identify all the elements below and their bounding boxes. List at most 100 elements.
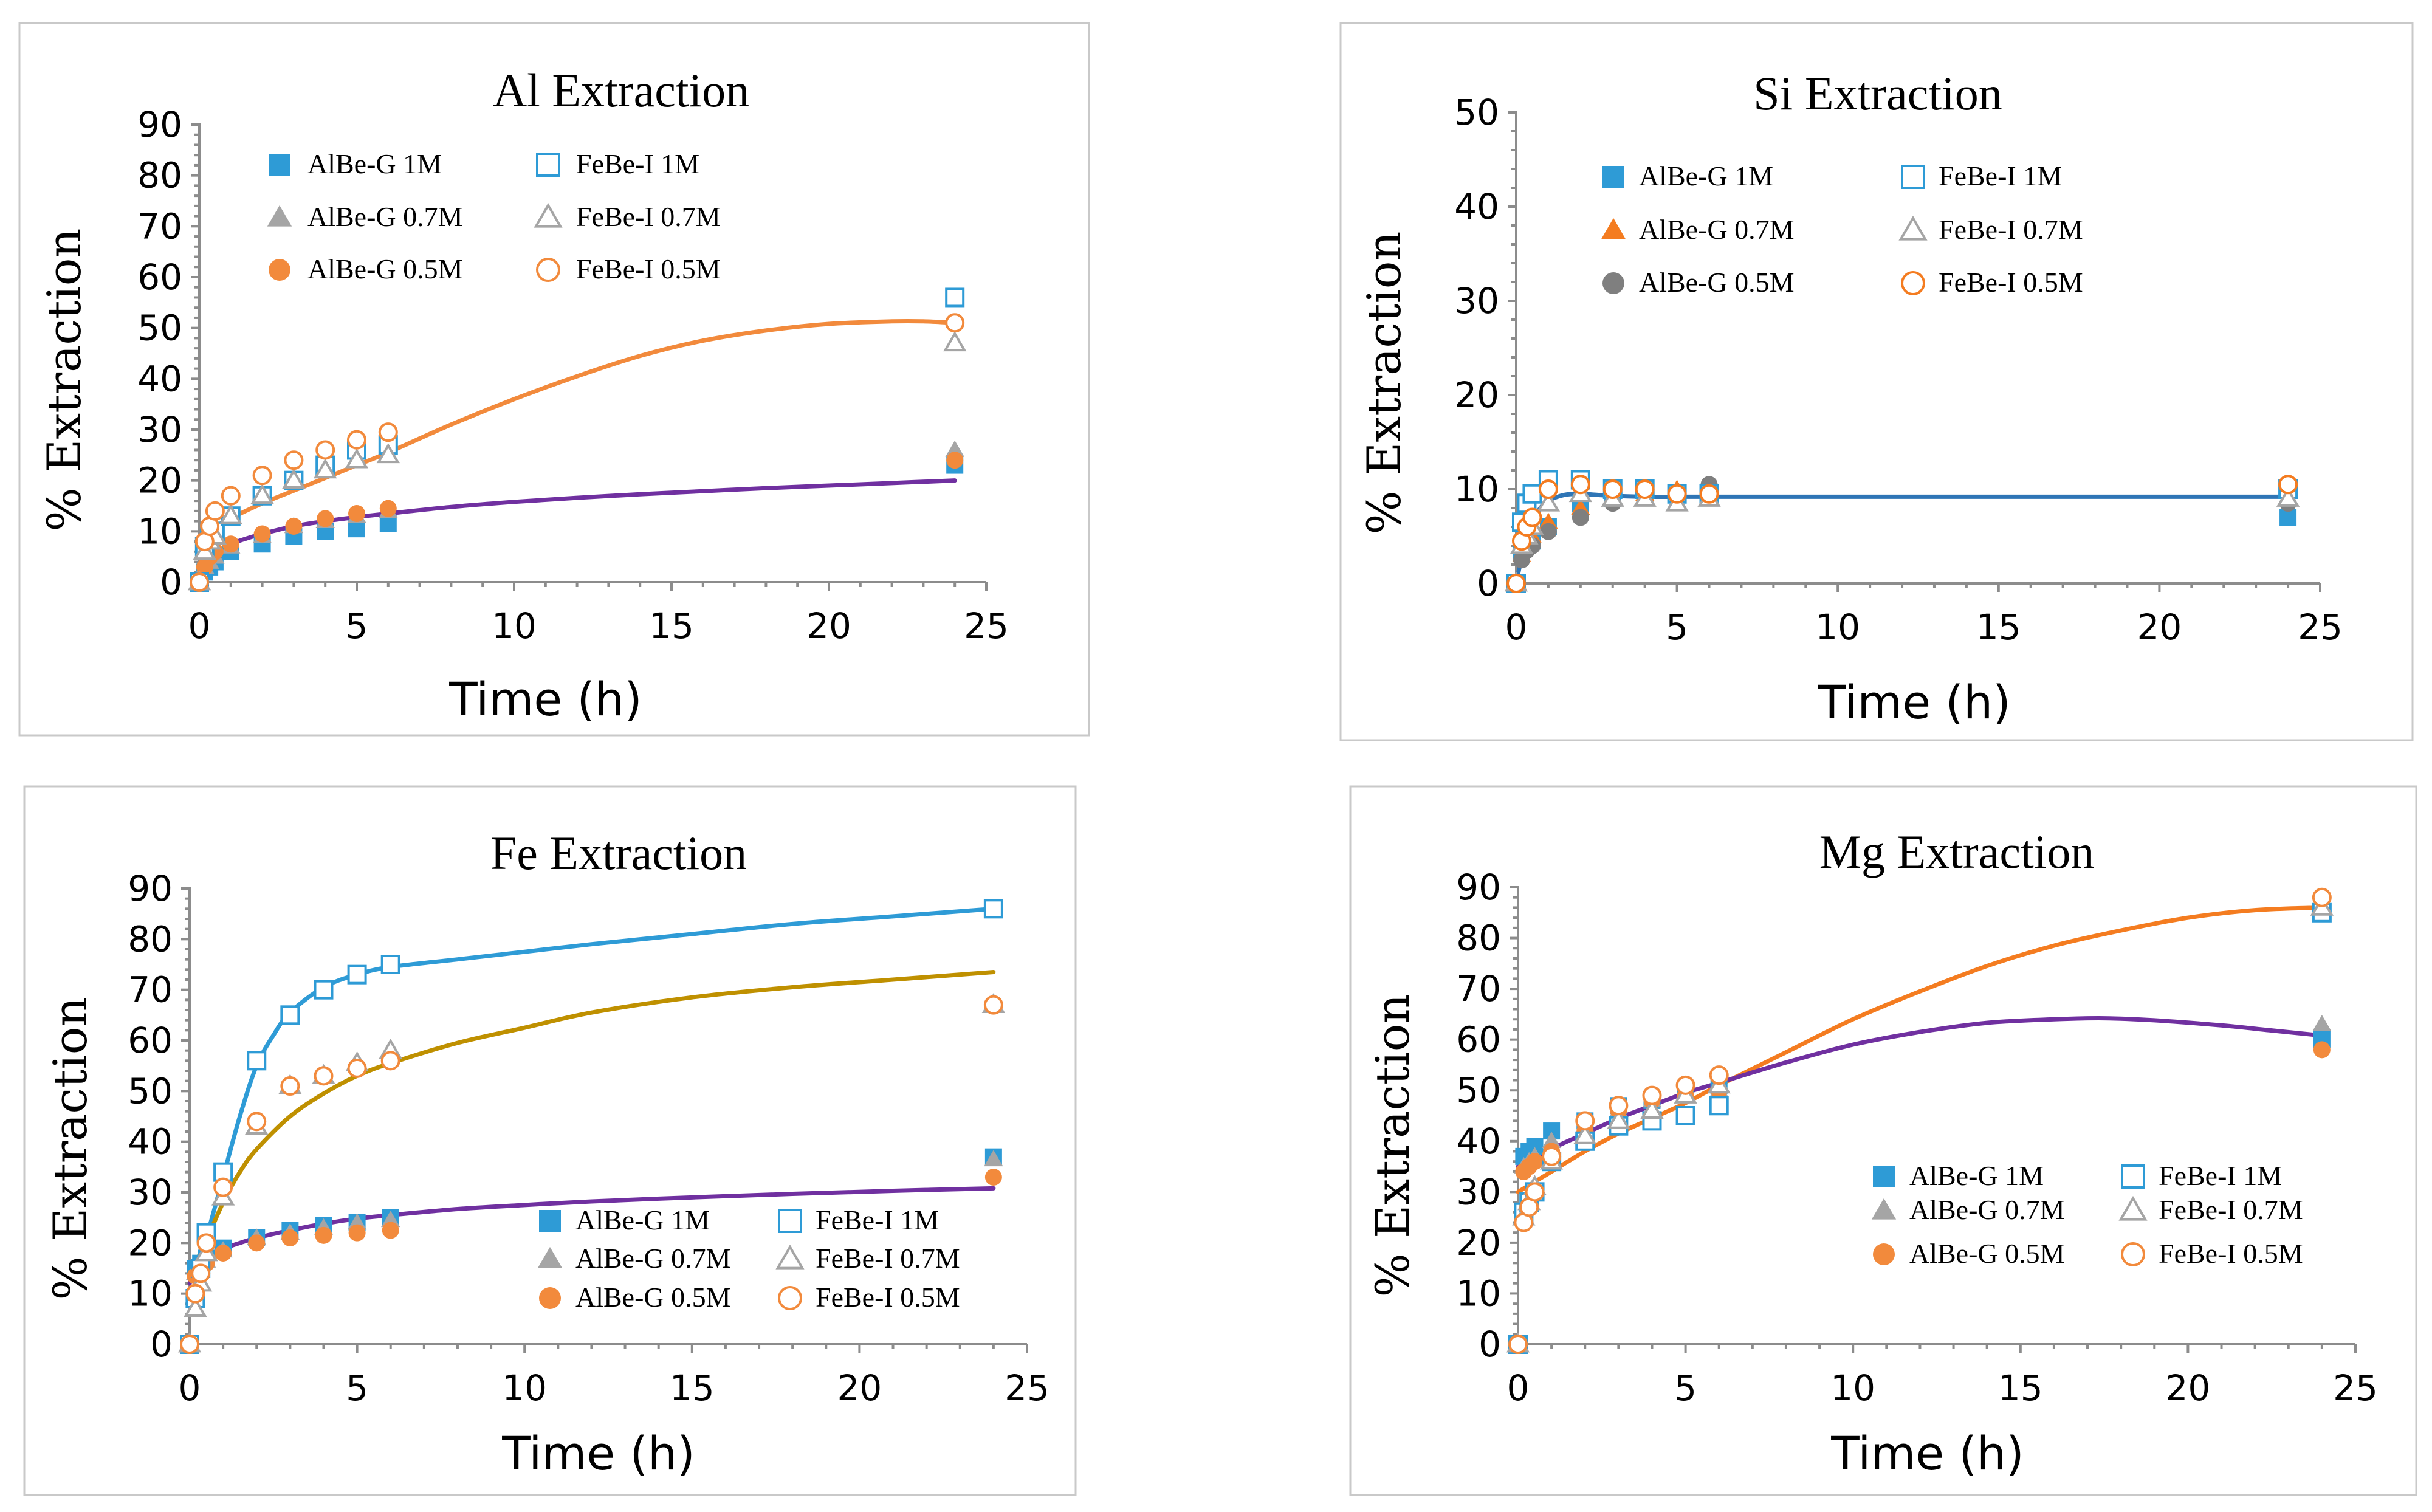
legend-marker [2118,1195,2148,1221]
x-tick-label: 0 [188,605,211,647]
legend-label: AlBe-G 1M [575,1204,710,1235]
data-point [253,525,271,543]
data-point [191,1263,211,1283]
chart-title: Fe Extraction [490,826,747,879]
legend-marker [1898,215,1928,241]
x-tick-label: 5 [1674,1367,1697,1409]
data-point [945,440,964,457]
legend-marker [1873,1166,1895,1187]
data-point [314,458,337,479]
data-point [1508,1335,1528,1354]
data-point [314,1066,334,1086]
data-point [2313,1041,2331,1059]
data-point [1539,523,1557,540]
legend-label: FeBe-I 0.7M [1939,214,2083,245]
data-point [1506,574,1526,593]
y-tick-label: 10 [1454,469,1499,510]
data-point [1573,1124,1597,1144]
x-tick-label: 0 [1505,607,1528,648]
y-tick-label: 20 [128,1222,173,1263]
x-tick-label: 20 [837,1367,882,1409]
data-point [380,1051,400,1071]
data-point [190,572,209,592]
data-point [1607,1108,1630,1129]
x-tick-label: 10 [1815,607,1860,648]
data-point [250,484,274,504]
legend-marker [1901,165,1925,189]
legend-label: AlBe-G 1M [307,148,442,179]
y-tick-label: 70 [137,205,182,247]
x-tick-label: 15 [1976,607,2021,648]
y-tick-label: 0 [150,1324,173,1365]
data-point [1609,1096,1629,1116]
data-point [2312,1014,2332,1031]
legend-marker [536,153,560,177]
data-point [1542,1146,1562,1166]
data-point [945,287,965,308]
data-point [284,450,304,470]
y-tick-label: 90 [137,104,182,145]
legend-label: AlBe-G 0.5M [575,1282,731,1313]
data-point [1542,1132,1561,1149]
data-point [379,515,397,532]
y-tick-label: 50 [1456,1070,1501,1111]
legend-label: FeBe-I 0.5M [1939,267,2083,298]
y-tick-label: 40 [1454,186,1499,227]
y-axis-title: % Extraction [43,997,97,1300]
y-tick-label: 50 [128,1070,173,1112]
y-tick-label: 10 [1456,1273,1501,1314]
data-point [1570,475,1590,495]
data-point [2278,475,2298,495]
data-point [347,430,366,450]
y-tick-label: 70 [1456,968,1501,1009]
y-tick-label: 40 [1456,1121,1501,1162]
legend-label: FeBe-I 1M [816,1204,939,1235]
data-point [213,1177,233,1197]
data-point [1640,1099,1664,1119]
legend-marker [1871,1198,1897,1220]
y-axis-title: % Extraction [1365,994,1420,1297]
data-point [984,1150,1003,1167]
legend-label: FeBe-I 0.7M [576,201,721,232]
mg-extraction-chart: Mg Extraction Time (h) % Extraction 0 10 2… [1349,785,2417,1496]
legend-marker [269,154,290,176]
data-point [983,899,1003,919]
data-point [252,466,272,486]
al-extraction-chart: Al Extraction Time (h) % Extraction 0 10 2… [18,22,1090,737]
y-tick-label: 50 [1454,92,1499,133]
legend-label: AlBe-G 1M [1639,160,1773,191]
legend-marker [267,205,292,227]
data-point [382,1222,399,1239]
si-extraction-chart: Si Extraction Time (h) % Extraction 0 10 2… [1339,22,2414,741]
x-tick-label: 25 [964,605,1009,647]
x-tick-label: 0 [179,1367,201,1409]
y-tick-label: 0 [1477,563,1499,604]
data-point [943,331,967,352]
data-point [180,1335,199,1354]
data-point [1522,484,1542,504]
legend-marker [537,1246,563,1268]
legend-label: FeBe-I 1M [2159,1160,2282,1191]
legend-label: FeBe-I 0.7M [816,1243,960,1274]
x-tick-label: 10 [492,605,537,647]
data-point [1536,491,1561,512]
data-point [247,1112,267,1132]
legend-marker [778,1209,802,1233]
x-axis-title: Time (h) [1830,1426,2024,1480]
data-point [281,1229,299,1246]
x-tick-label: 15 [670,1367,715,1409]
data-point [348,505,365,523]
data-point [379,500,397,517]
data-point [315,440,335,460]
x-tick-label: 20 [806,605,851,647]
legend-label: FeBe-I 0.7M [2159,1194,2303,1225]
legend-marker [1901,271,1925,295]
x-tick-label: 5 [346,605,368,647]
data-point [347,1213,367,1230]
x-tick-label: 5 [1666,607,1688,648]
fe-extraction-chart: Fe Extraction Time (h) % Extraction 0 10 2… [23,785,1077,1496]
legend-marker [534,202,563,228]
y-tick-label: 60 [137,256,182,298]
legend-label: AlBe-G 0.7M [307,201,463,232]
legend-marker [536,258,560,282]
